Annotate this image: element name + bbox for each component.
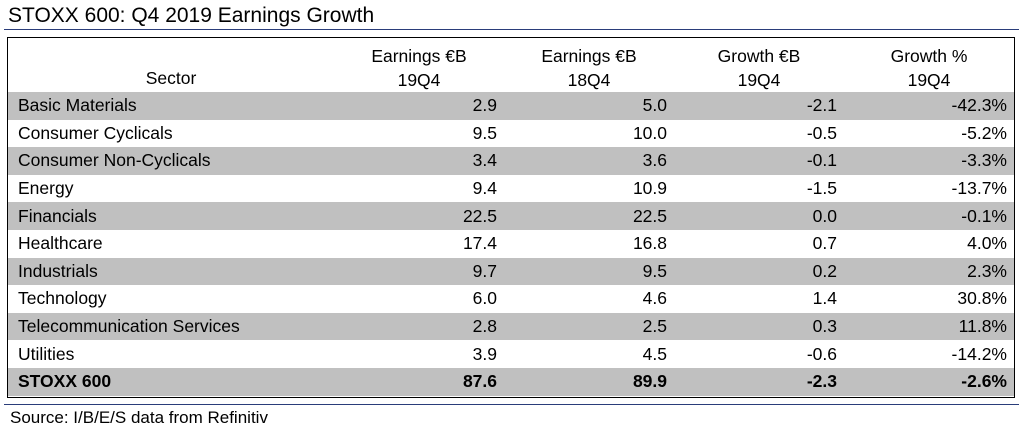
sector-cell: Telecommunication Services — [8, 312, 334, 341]
sector-cell: Healthcare — [18, 233, 103, 254]
earnings-19q4-cell: 22.5 — [334, 202, 504, 230]
table-row: Healthcare 17.4 16.8 0.7 4.0% — [8, 230, 1014, 258]
earnings-19q4-cell: 2.8 — [334, 312, 504, 341]
growth-eur-cell: 0.3 — [674, 312, 844, 341]
growth-pct-cell: 30.8% — [957, 288, 1007, 309]
growth-pct-cell: -14.2% — [951, 343, 1007, 364]
sector-cell: Basic Materials — [8, 92, 334, 120]
header-growth-pct: Growth % 19Q4 — [890, 46, 968, 90]
growth-eur-cell: -0.1 — [674, 147, 844, 175]
table-row: Consumer Non-Cyclicals 3.4 3.6 -0.1 -3.3… — [8, 147, 1014, 175]
earnings-19q4-cell: 2.9 — [334, 92, 504, 120]
table-frame — [7, 37, 1015, 398]
table-row: Technology 6.0 4.6 1.4 30.8% — [8, 285, 1014, 313]
sector-cell: Industrials — [8, 257, 334, 286]
growth-pct-cell: -13.7% — [951, 178, 1007, 199]
title-rule — [4, 29, 1019, 30]
chart-title: STOXX 600: Q4 2019 Earnings Growth — [8, 4, 375, 27]
table-row: Consumer Cyclicals 9.5 10.0 -0.5 -5.2% — [8, 120, 1014, 148]
table-row: Energy 9.4 10.9 -1.5 -13.7% — [8, 175, 1014, 203]
earnings-table: Sector Earnings €B 19Q4 Earnings €B 18Q4… — [8, 38, 1014, 396]
total-growth-pct-cell: -2.6% — [844, 367, 1014, 396]
growth-eur-cell: 0.2 — [674, 257, 844, 286]
earnings-18q4-cell: 4.6 — [642, 288, 667, 309]
earnings-18q4-cell: 3.6 — [504, 147, 674, 175]
sector-cell: Technology — [18, 288, 107, 309]
growth-pct-cell: 2.3% — [844, 257, 1014, 286]
sector-cell: Consumer Cyclicals — [18, 122, 173, 143]
earnings-19q4-cell: 9.5 — [472, 122, 497, 143]
growth-pct-cell: 4.0% — [967, 233, 1007, 254]
earnings-18q4-cell: 5.0 — [504, 92, 674, 120]
total-earnings-18q4-cell: 89.9 — [504, 367, 674, 396]
total-row: STOXX 600 87.6 89.9 -2.3 -2.6% — [8, 367, 1014, 396]
header-row: Sector Earnings €B 19Q4 Earnings €B 18Q4… — [8, 38, 1014, 92]
total-earnings-19q4-cell: 87.6 — [334, 367, 504, 396]
growth-eur-cell: 0.0 — [674, 202, 844, 230]
header-growth-eur: Growth €B 19Q4 — [717, 46, 801, 90]
table-row: Utilities 3.9 4.5 -0.6 -14.2% — [8, 340, 1014, 368]
earnings-18q4-cell: 4.5 — [642, 343, 667, 364]
growth-pct-cell: -3.3% — [844, 147, 1014, 175]
sector-cell: Consumer Non-Cyclicals — [8, 147, 334, 175]
table-row: Basic Materials 2.9 5.0 -2.1 -42.3% — [8, 92, 1014, 120]
growth-eur-cell: -0.5 — [806, 122, 837, 143]
source-note: Source: I/B/E/S data from Refinitiv — [10, 408, 268, 427]
sector-cell: Utilities — [18, 343, 75, 364]
earnings-19q4-cell: 3.9 — [472, 343, 497, 364]
earnings-18q4-cell: 16.8 — [632, 233, 667, 254]
table-row: Industrials 9.7 9.5 0.2 2.3% — [8, 257, 1014, 286]
growth-pct-cell: -0.1% — [844, 202, 1014, 230]
growth-eur-cell: -0.6 — [806, 343, 837, 364]
growth-eur-cell: 0.7 — [812, 233, 837, 254]
table-row: Telecommunication Services 2.8 2.5 0.3 1… — [8, 312, 1014, 341]
table-row: Financials 22.5 22.5 0.0 -0.1% — [8, 202, 1014, 230]
growth-eur-cell: -2.1 — [674, 92, 844, 120]
sector-cell: Financials — [8, 202, 334, 230]
header-earnings-19q4: Earnings €B 19Q4 — [371, 46, 467, 90]
earnings-18q4-cell: 9.5 — [504, 257, 674, 286]
earnings-18q4-cell: 22.5 — [504, 202, 674, 230]
header-earnings-18q4: Earnings €B 18Q4 — [541, 46, 637, 90]
earnings-18q4-cell: 10.9 — [632, 178, 667, 199]
growth-pct-cell: 11.8% — [844, 312, 1014, 341]
growth-pct-cell: -5.2% — [961, 122, 1007, 143]
earnings-18q4-cell: 2.5 — [504, 312, 674, 341]
header-sector: Sector — [145, 68, 197, 88]
growth-eur-cell: 1.4 — [812, 288, 837, 309]
total-growth-eur-cell: -2.3 — [674, 367, 844, 396]
earnings-19q4-cell: 6.0 — [472, 288, 497, 309]
growth-eur-cell: -1.5 — [806, 178, 837, 199]
sector-cell: Energy — [18, 178, 74, 199]
earnings-19q4-cell: 3.4 — [334, 147, 504, 175]
total-sector-cell: STOXX 600 — [8, 367, 334, 396]
earnings-19q4-cell: 9.4 — [472, 178, 497, 199]
growth-pct-cell: -42.3% — [844, 92, 1014, 120]
earnings-19q4-cell: 9.7 — [334, 257, 504, 286]
source-rule — [4, 404, 1019, 405]
earnings-18q4-cell: 10.0 — [632, 122, 667, 143]
earnings-19q4-cell: 17.4 — [462, 233, 497, 254]
